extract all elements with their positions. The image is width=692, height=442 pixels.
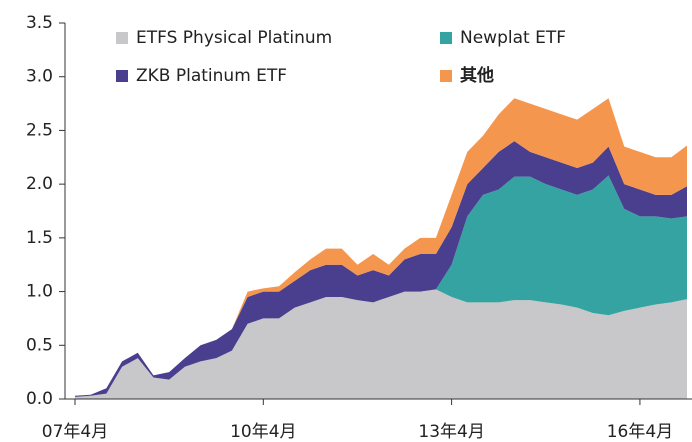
y-tick-label: 2.5 bbox=[26, 120, 53, 140]
y-tick-label: 0.0 bbox=[26, 389, 53, 409]
legend-label: ETFS Physical Platinum bbox=[136, 28, 332, 48]
y-tick-label: 1.5 bbox=[26, 228, 53, 248]
area bbox=[75, 289, 687, 399]
y-tick-label: 1.0 bbox=[26, 282, 53, 302]
legend-swatch bbox=[440, 32, 452, 44]
y-tick-label: 0.5 bbox=[26, 335, 53, 355]
area bbox=[75, 141, 687, 397]
area bbox=[75, 175, 687, 397]
x-tick-label: 10年4月 bbox=[230, 422, 296, 442]
legend-label: ZKB Platinum ETF bbox=[136, 66, 287, 86]
x-tick-label: 16年4月 bbox=[607, 422, 673, 442]
legend-label: Newplat ETF bbox=[460, 28, 566, 48]
x-tick-label: 13年4月 bbox=[418, 422, 484, 442]
y-tick-label: 2.0 bbox=[26, 174, 53, 194]
x-tick-label: 07年4月 bbox=[42, 422, 108, 442]
legend-swatch bbox=[116, 32, 128, 44]
y-tick-label: 3.5 bbox=[26, 13, 53, 33]
legend-label: 其他 bbox=[460, 65, 494, 86]
legend-swatch bbox=[440, 70, 452, 82]
legend-swatch bbox=[116, 70, 128, 82]
y-tick-label: 3.0 bbox=[26, 67, 53, 87]
